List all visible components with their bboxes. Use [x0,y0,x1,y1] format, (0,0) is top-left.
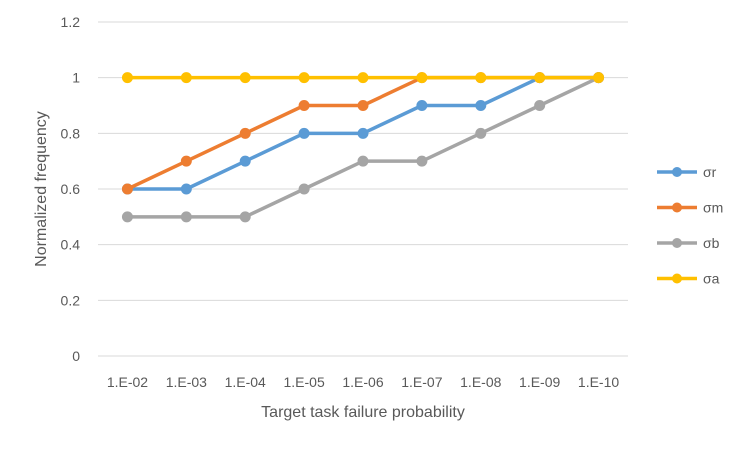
data-point [416,100,428,111]
x-tick-label: 1.E-05 [283,374,324,390]
y-axis-title: Normalized frequency [33,111,50,267]
x-tick-label: 1.E-10 [578,374,619,390]
y-tick-label: 0 [72,348,80,364]
x-axis-title: Target task failure probability [261,404,465,421]
legend-label: σr [703,164,717,180]
series-σb [121,72,605,223]
x-tick-label: 1.E-08 [460,374,501,390]
legend-label: σa [703,271,720,287]
data-point [416,155,428,167]
data-point [121,211,133,223]
x-tick-label: 1.E-03 [166,374,207,390]
series-σa [121,72,605,84]
series-line [125,75,601,219]
data-point [239,155,251,167]
legend-item: σb [657,235,720,251]
x-tick-label: 1.E-07 [401,374,442,390]
y-axis-ticks: 0 0.2 0.4 0.6 0.8 1 1.2 [61,14,81,364]
data-point [475,72,487,84]
data-point [357,72,369,84]
legend-marker [672,238,682,248]
data-point [180,183,192,195]
x-axis-ticks: 1.E-02 1.E-03 1.E-04 1.E-05 1.E-06 1.E-07 1.E-… [107,374,620,390]
data-point [180,155,192,167]
x-tick-label: 1.E-09 [519,374,560,390]
y-tick-label: 0.6 [61,181,81,197]
data-point [239,211,251,223]
data-point [180,211,192,223]
data-point [298,100,310,111]
data-point [357,127,369,139]
y-tick-label: 1 [72,70,80,86]
legend-label: σm [703,200,723,216]
y-tick-label: 0.4 [61,237,81,253]
x-tick-label: 1.E-02 [107,374,148,390]
data-point [180,72,192,84]
legend-item: σm [657,200,723,216]
series-group [121,72,605,223]
y-tick-label: 0.8 [61,125,81,141]
legend-item: σa [657,271,720,287]
legend-marker [672,167,682,177]
data-point [416,72,428,84]
x-tick-label: 1.E-04 [225,374,266,390]
data-point [475,100,487,111]
data-point [298,127,310,139]
data-point [121,72,133,84]
data-point [475,127,487,139]
data-point [239,72,251,84]
legend-label: σb [703,235,720,251]
legend-marker [672,273,682,284]
data-point [121,183,133,195]
data-point [593,72,605,84]
data-point [298,183,310,195]
y-tick-label: 0.2 [61,292,81,308]
legend-marker [672,202,682,213]
data-point [357,155,369,167]
legend-item: σr [657,164,717,180]
data-point [357,100,369,111]
x-tick-label: 1.E-06 [342,374,383,390]
y-tick-label: 1.2 [61,14,81,30]
data-point [298,72,310,84]
legend: σr σm σb σa [657,164,723,287]
data-point [239,127,251,139]
data-point [534,100,546,111]
data-point [534,72,546,84]
